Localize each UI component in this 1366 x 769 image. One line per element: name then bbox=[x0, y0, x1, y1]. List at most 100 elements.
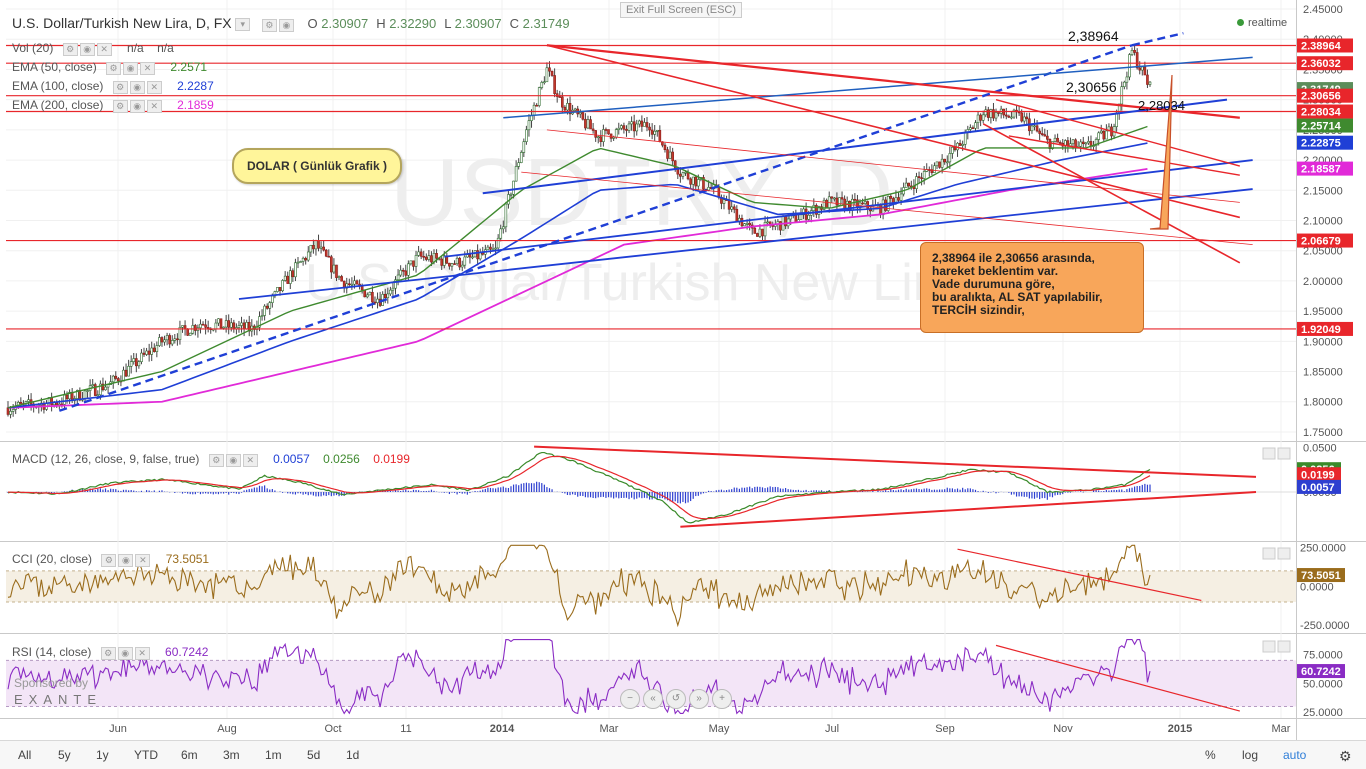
candle-body bbox=[933, 165, 936, 173]
red-channel-line bbox=[1008, 135, 1240, 176]
candle-body bbox=[1025, 116, 1029, 120]
cci-legend[interactable]: CCI (20, close) ⚙ ◉ ✕ 73.5051 bbox=[12, 552, 210, 567]
ema200-legend[interactable]: EMA (200, close) ⚙ ◉ ✕ 2.1859 bbox=[12, 98, 214, 113]
candle-body bbox=[348, 283, 351, 286]
ema100-value: 2.2287 bbox=[177, 79, 214, 93]
zoom-in-icon[interactable]: + bbox=[712, 689, 732, 709]
range-button-ytd[interactable]: YTD bbox=[134, 748, 158, 762]
chart-canvas[interactable]: USDTRY, DU.S. Dollar/Turkish New Lira2,3… bbox=[0, 0, 1366, 740]
candle-body bbox=[114, 375, 118, 379]
candle-body bbox=[1094, 139, 1098, 146]
annotation-bubble[interactable]: DOLAR ( Günlük Grafik ) bbox=[232, 148, 402, 184]
macd-legend[interactable]: MACD (12, 26, close, 9, false, true) ⚙ ◉ ✕… bbox=[12, 452, 410, 467]
rsi-badge bbox=[1297, 664, 1345, 679]
scroll-left-icon[interactable]: « bbox=[643, 689, 663, 709]
candle-body bbox=[276, 287, 279, 292]
ema100-line bbox=[7, 142, 1148, 409]
candle-body bbox=[165, 335, 169, 341]
ema100-label: EMA (100, close) bbox=[12, 79, 104, 93]
chart-navigation[interactable]: − «↺» + bbox=[620, 688, 735, 709]
reset-icon[interactable]: ↺ bbox=[666, 689, 686, 709]
candle-body bbox=[822, 199, 826, 210]
candle-body bbox=[471, 256, 474, 259]
candle-body bbox=[974, 122, 977, 129]
chevron-down-icon[interactable]: ▾ bbox=[235, 18, 251, 32]
candle-body bbox=[417, 251, 420, 256]
candle-body bbox=[976, 114, 980, 123]
ema100-legend[interactable]: EMA (100, close) ⚙ ◉ ✕ 2.2287 bbox=[12, 79, 214, 94]
candle-body bbox=[1020, 112, 1023, 122]
candle-body bbox=[425, 256, 428, 260]
time-tick-label: Mar bbox=[600, 723, 619, 735]
candle-body bbox=[940, 158, 944, 168]
candle-body bbox=[383, 294, 387, 299]
scroll-right-icon[interactable]: » bbox=[689, 689, 709, 709]
candle-body bbox=[1035, 125, 1039, 132]
scale-button-auto[interactable]: auto bbox=[1283, 748, 1307, 762]
candle-body bbox=[1053, 137, 1057, 142]
candle-body bbox=[1102, 130, 1106, 140]
zoom-out-icon[interactable]: − bbox=[620, 689, 640, 709]
vol-legend[interactable]: Vol (20) ⚙ ◉ ✕ n/a n/a bbox=[12, 41, 174, 56]
settings-gear-icon[interactable]: ⚙ bbox=[1339, 748, 1352, 764]
price-badge bbox=[1297, 88, 1353, 103]
candle-body bbox=[984, 109, 988, 116]
candle-body bbox=[504, 203, 508, 228]
range-button-6m[interactable]: 6m bbox=[181, 748, 198, 762]
sponsor-block[interactable]: Sponsored by EXANTE bbox=[14, 676, 102, 707]
ohlc-label-c: C bbox=[509, 16, 519, 31]
price-tick-label: 1.80000 bbox=[1303, 397, 1343, 409]
candle-body bbox=[735, 208, 739, 223]
candle-body bbox=[466, 254, 469, 258]
candle-body bbox=[286, 275, 290, 284]
range-button-1m[interactable]: 1m bbox=[265, 748, 282, 762]
candle-body bbox=[412, 260, 415, 267]
price-tick-label: 2.05000 bbox=[1303, 246, 1343, 258]
range-button-1d[interactable]: 1d bbox=[346, 748, 360, 762]
ema200-value: 2.1859 bbox=[177, 98, 214, 112]
scale-button-log[interactable]: log bbox=[1242, 748, 1259, 762]
candle-body bbox=[458, 257, 461, 268]
candle-body bbox=[915, 176, 918, 189]
price-tick-label: 1.90000 bbox=[1303, 336, 1343, 348]
candle-body bbox=[987, 109, 990, 118]
annotation-box[interactable]: 2,38964 ile 2,30656 arasında, hareket bek… bbox=[920, 242, 1144, 333]
scale-button-%[interactable]: % bbox=[1205, 748, 1216, 762]
candle-body bbox=[512, 180, 515, 195]
symbol-title[interactable]: U.S. Dollar/Turkish New Lira, D, FX bbox=[12, 15, 232, 31]
range-button-5y[interactable]: 5y bbox=[58, 748, 71, 762]
candle-body bbox=[93, 384, 97, 396]
range-button-5d[interactable]: 5d bbox=[307, 748, 321, 762]
rsi-legend[interactable]: RSI (14, close) ⚙ ◉ ✕ 60.7242 bbox=[12, 645, 209, 660]
time-tick-label: Oct bbox=[324, 723, 341, 735]
candle-body bbox=[245, 322, 248, 330]
exit-fullscreen-button[interactable]: Exit Full Screen (ESC) bbox=[620, 2, 743, 18]
time-tick-label: Aug bbox=[217, 723, 237, 735]
pane-down-button bbox=[1277, 547, 1291, 560]
candle-body bbox=[155, 345, 159, 352]
candle-body bbox=[101, 383, 105, 391]
range-button-all[interactable]: All bbox=[18, 748, 32, 762]
candle-body bbox=[784, 216, 787, 227]
candle-body bbox=[1123, 81, 1126, 87]
range-button-1y[interactable]: 1y bbox=[96, 748, 109, 762]
annotation-line: bu aralıkta, AL SAT yapılabilir, bbox=[932, 290, 1103, 304]
range-button-3m[interactable]: 3m bbox=[223, 748, 240, 762]
cci-tick-label: 0.0000 bbox=[1300, 581, 1334, 593]
ema50-label: EMA (50, close) bbox=[12, 60, 97, 74]
settings-icon[interactable]: ⚙ bbox=[261, 19, 277, 33]
candle-body bbox=[1148, 81, 1152, 85]
candle-body bbox=[1030, 125, 1034, 132]
annotation-line: TERCİH sizindir, bbox=[932, 303, 1025, 317]
rsi-trend-line bbox=[995, 644, 1240, 712]
candle-body bbox=[627, 123, 631, 131]
candle-body bbox=[332, 264, 336, 273]
candle-body bbox=[291, 270, 295, 278]
sponsor-text: Sponsored by bbox=[14, 676, 89, 690]
ema50-legend[interactable]: EMA (50, close) ⚙ ◉ ✕ 2.2571 bbox=[12, 60, 208, 75]
candle-body bbox=[435, 253, 438, 259]
candle-body bbox=[160, 337, 164, 343]
eye-icon[interactable]: ◉ bbox=[278, 19, 294, 33]
candle-body bbox=[260, 315, 264, 317]
candle-body bbox=[299, 261, 302, 263]
